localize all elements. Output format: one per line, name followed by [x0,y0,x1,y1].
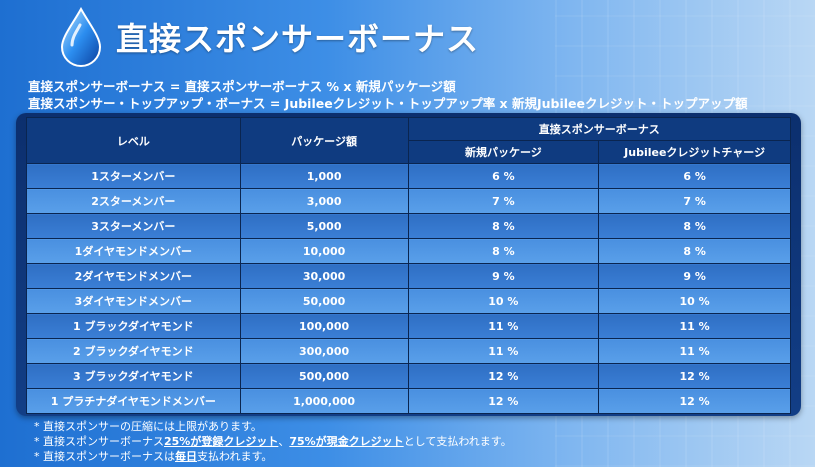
table-row: 1スターメンバー 1,000 6 % 6 % [26,163,791,189]
cell-level: 2ダイヤモンドメンバー [26,263,241,289]
table-row: 1 ブラックダイヤモンド 100,000 11 % 11 % [26,313,791,339]
note-text: * 直接スポンサーボーナス [34,435,164,448]
cell-jubilee-rate: 9 % [598,263,791,289]
cell-new-rate: 12 % [407,363,600,389]
cell-new-rate: 6 % [407,163,600,189]
note-text: として支払われます。 [403,435,512,448]
page-header: 直接スポンサーボーナス [58,6,479,68]
cell-level: 1 プラチナダイヤモンドメンバー [26,388,241,414]
cell-level: 3ダイヤモンドメンバー [26,288,241,314]
table-row: 2スターメンバー 3,000 7 % 7 % [26,188,791,214]
cell-amount: 1,000 [239,163,409,189]
note-payout-frequency: * 直接スポンサーボーナスは毎日支払われます。 [34,449,512,464]
header-new-package: 新規パッケージ [407,140,600,164]
header-bonus-group: 直接スポンサーボーナス [407,117,791,141]
cell-amount: 1,000,000 [239,388,409,414]
note-text: 支払われます。 [197,450,273,463]
cell-amount: 50,000 [239,288,409,314]
table-row: 2ダイヤモンドメンバー 30,000 9 % 9 % [26,263,791,289]
cell-amount: 3,000 [239,188,409,214]
cell-amount: 500,000 [239,363,409,389]
cell-amount: 10,000 [239,238,409,264]
header-level: レベル [26,117,241,164]
cell-level: 3 ブラックダイヤモンド [26,363,241,389]
cell-level: 2スターメンバー [26,188,241,214]
cell-jubilee-rate: 6 % [598,163,791,189]
cell-new-rate: 11 % [407,313,600,339]
note-registration-credit: 25%が登録クレジット [164,435,279,448]
cell-new-rate: 8 % [407,238,600,264]
cell-level: 1ダイヤモンドメンバー [26,238,241,264]
cell-jubilee-rate: 12 % [598,388,791,414]
formula-topup: 直接スポンサー・トップアップ・ボーナス = Jubileeクレジット・トップアッ… [28,96,748,111]
cell-amount: 30,000 [239,263,409,289]
bonus-table-panel: レベル パッケージ額 直接スポンサーボーナス 新規パッケージ Jubileeクレ… [16,113,801,416]
note-daily: 毎日 [175,450,197,463]
cell-new-rate: 12 % [407,388,600,414]
table-row: 3 ブラックダイヤモンド 500,000 12 % 12 % [26,363,791,389]
cell-amount: 5,000 [239,213,409,239]
table-row: 1ダイヤモンドメンバー 10,000 8 % 8 % [26,238,791,264]
cell-level: 1スターメンバー [26,163,241,189]
table-row: 1 プラチナダイヤモンドメンバー 1,000,000 12 % 12 % [26,388,791,414]
table-row: 3スターメンバー 5,000 8 % 8 % [26,213,791,239]
cell-jubilee-rate: 11 % [598,313,791,339]
cell-jubilee-rate: 8 % [598,238,791,264]
cell-new-rate: 11 % [407,338,600,364]
cell-new-rate: 7 % [407,188,600,214]
header-package-amount: パッケージ額 [239,117,409,164]
note-compression-cap: * 直接スポンサーの圧縮には上限があります。 [34,420,262,433]
cell-amount: 300,000 [239,338,409,364]
cell-jubilee-rate: 10 % [598,288,791,314]
note-text: 、 [278,435,290,448]
cell-level: 3スターメンバー [26,213,241,239]
water-drop-icon [60,7,102,67]
cell-jubilee-rate: 7 % [598,188,791,214]
formula-direct-sponsor: 直接スポンサーボーナス = 直接スポンサーボーナス % x 新規パッケージ額 [28,79,456,94]
note-text: * 直接スポンサーボーナスは [34,450,175,463]
footnotes: * 直接スポンサーの圧縮には上限があります。 * 直接スポンサーボーナス25%が… [34,419,512,464]
cell-jubilee-rate: 11 % [598,338,791,364]
note-cash-credit: 75%が現金クレジット [289,435,404,448]
cell-jubilee-rate: 12 % [598,363,791,389]
table-row: 2 ブラックダイヤモンド 300,000 11 % 11 % [26,338,791,364]
cell-jubilee-rate: 8 % [598,213,791,239]
note-payout-split: * 直接スポンサーボーナス25%が登録クレジット、75%が現金クレジットとして支… [34,434,512,449]
cell-amount: 100,000 [239,313,409,339]
cell-new-rate: 9 % [407,263,600,289]
page-title: 直接スポンサーボーナス [116,20,480,58]
cell-level: 2 ブラックダイヤモンド [26,338,241,364]
cell-new-rate: 8 % [407,213,600,239]
header-jubilee-charge: Jubileeクレジットチャージ [598,140,791,164]
bonus-table: レベル パッケージ額 直接スポンサーボーナス 新規パッケージ Jubileeクレ… [26,117,791,414]
table-row: 3ダイヤモンドメンバー 50,000 10 % 10 % [26,288,791,314]
cell-new-rate: 10 % [407,288,600,314]
cell-level: 1 ブラックダイヤモンド [26,313,241,339]
